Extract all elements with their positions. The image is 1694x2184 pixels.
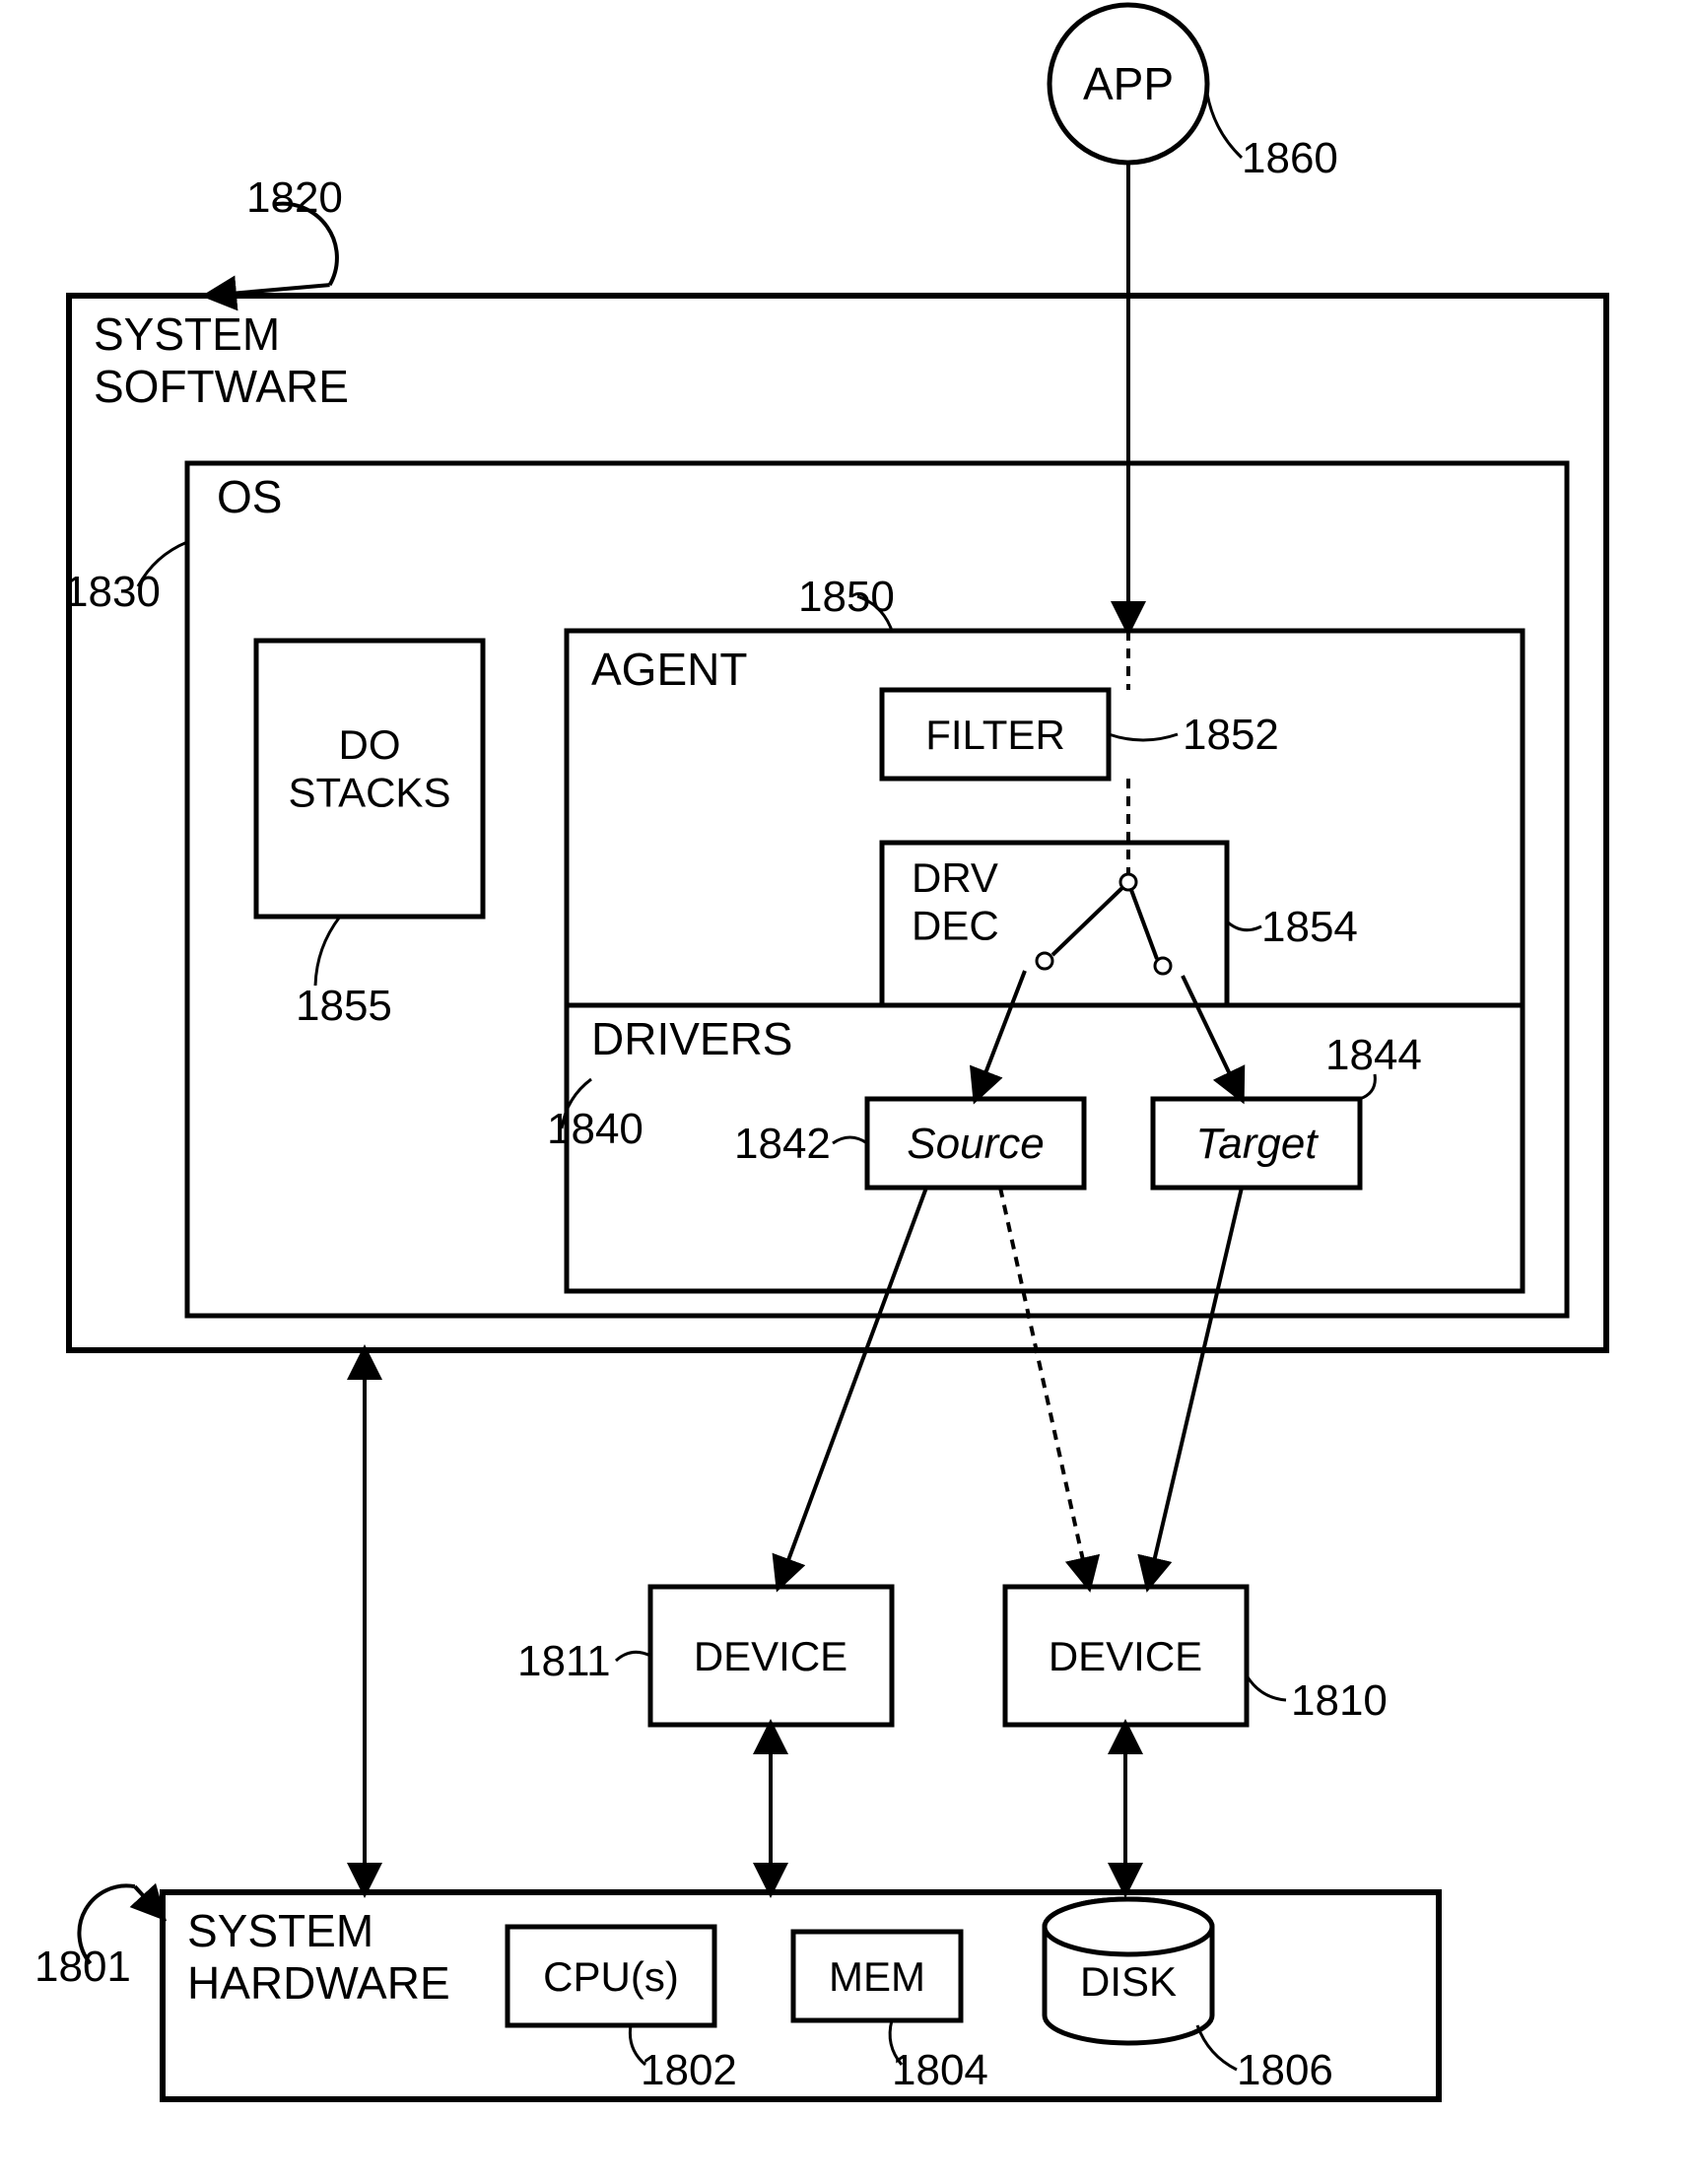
system-software-label: SOFTWARE [94,361,349,412]
switch-end-right [1155,958,1171,974]
ref-1830: 1830 [64,568,161,616]
diagram-canvas: SYSTEMSOFTWARE1820OS1830DOSTACKS1855AGEN… [0,0,1694,2184]
os-label: OS [217,471,282,522]
device-left-label: DEVICE [694,1633,847,1679]
drv-dec-label: DRV [912,854,998,901]
ref-1844: 1844 [1325,1031,1422,1079]
drv-dec-label: DEC [912,902,999,948]
ref-1801: 1801 [34,1943,131,1991]
system-hardware-label: SYSTEM [187,1905,373,1956]
disk-top [1045,1899,1212,1954]
ref-1811-leader [616,1652,650,1661]
ref-1810-leader [1247,1675,1286,1700]
ref-1850: 1850 [798,573,895,621]
system-software-label: SYSTEM [94,308,280,360]
filter-label: FILTER [925,712,1065,758]
drivers-label: DRIVERS [591,1013,792,1064]
ref-1801-leader-arrow [135,1886,163,1917]
ref-1811: 1811 [517,1637,611,1685]
disk-label: DISK [1080,1958,1177,2005]
agent-label: AGENT [591,644,747,695]
ref-1860: 1860 [1242,134,1338,182]
ref-1854: 1854 [1261,903,1358,951]
ref-1852: 1852 [1183,711,1279,759]
source-label: Source [907,1120,1044,1168]
switch-end-left [1037,953,1052,969]
do-stacks-label: STACKS [289,769,451,815]
ref-1840: 1840 [547,1105,644,1153]
ref-1860-leader [1207,94,1242,158]
ref-1820: 1820 [246,173,343,222]
target-label: Target [1195,1120,1319,1168]
ref-1806: 1806 [1237,2046,1333,2094]
device-right-label: DEVICE [1049,1633,1202,1679]
system-hardware-label: HARDWARE [187,1957,450,2009]
app-label: APP [1083,58,1174,109]
ref-1802: 1802 [641,2046,737,2094]
ref-1842: 1842 [734,1120,831,1168]
ref-1855: 1855 [296,982,392,1030]
ref-1810: 1810 [1291,1676,1388,1725]
do-stacks-label: DO [339,721,401,768]
cpu-label: CPU(s) [543,1953,679,2000]
switch-pivot [1120,874,1136,890]
mem-label: MEM [829,1953,925,2000]
ref-1804: 1804 [892,2046,988,2094]
